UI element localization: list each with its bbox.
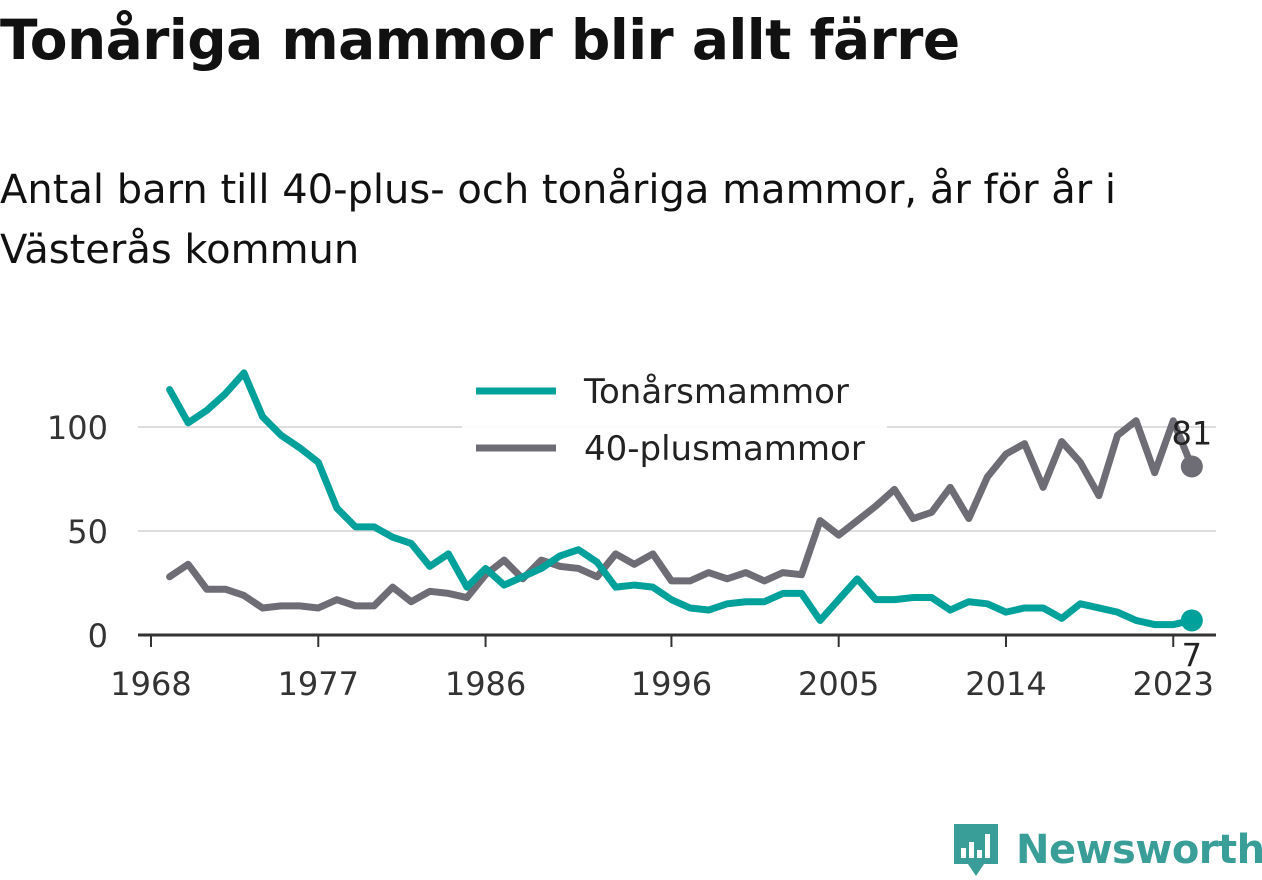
end-labels: 7 81 (1171, 415, 1212, 675)
x-axis: 1968 1977 1986 1996 2005 2014 2023 (110, 633, 1216, 703)
x-tick-label: 1977 (278, 665, 359, 703)
series-line (166, 417, 1196, 612)
legend-background (462, 362, 887, 474)
x-tick-label: 2005 (798, 665, 879, 703)
y-tick-label: 0 (88, 617, 108, 655)
series-lines (166, 369, 1203, 632)
y-axis: 0 50 100 (47, 409, 108, 655)
x-tick-label: 1968 (110, 665, 191, 703)
y-tick-label: 50 (67, 513, 108, 551)
series-line (166, 369, 1196, 629)
y-tick-label: 100 (47, 409, 108, 447)
chart-title: Tonåriga mammor blir allt färre (0, 8, 960, 72)
legend: Tonårsmammor 40-plusmammor (462, 362, 887, 474)
chart-subtitle: Antal barn till 40-plus- och tonåriga ma… (0, 167, 1117, 273)
end-value-label: 7 (1182, 636, 1202, 674)
x-tick-label: 1986 (445, 665, 526, 703)
legend-entry: 40-plusmammor (584, 429, 865, 469)
x-tick-label: 2014 (965, 665, 1046, 703)
series-endpoint (1180, 609, 1203, 632)
end-value-label: 81 (1171, 415, 1212, 453)
series-endpoint (1180, 455, 1203, 478)
newsworthy-logo: Newsworthy (950, 820, 1262, 880)
newsworthy-chart-icon (954, 824, 998, 876)
x-tick-label: 1996 (631, 665, 712, 703)
x-tick-label: 2023 (1133, 665, 1214, 703)
legend-entry: Tonårsmammor (583, 372, 849, 412)
logo-text: Newsworthy (1016, 827, 1262, 873)
